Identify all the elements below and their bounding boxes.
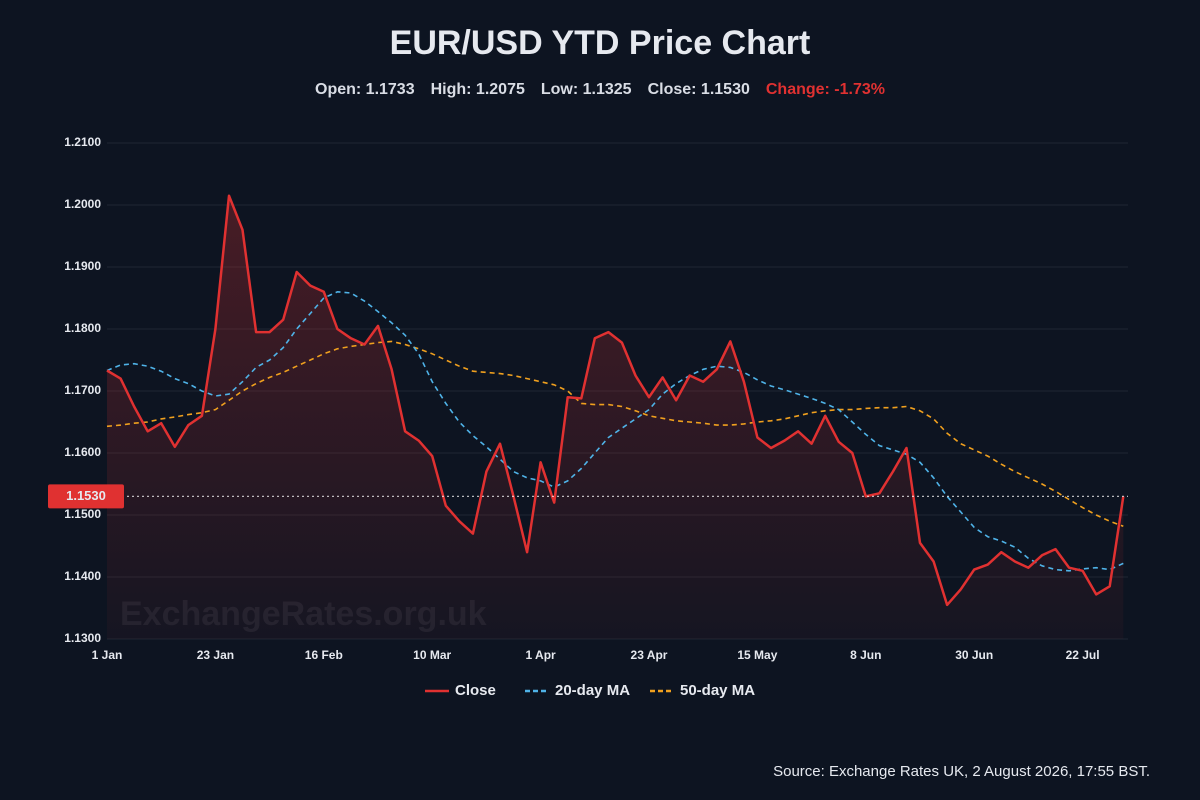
- legend-label: Close: [455, 682, 496, 699]
- last-price-box: [48, 484, 124, 509]
- stat: Close: 1.1530: [648, 81, 750, 98]
- source: Source: Exchange Rates UK, 2 August 2026…: [773, 763, 1150, 780]
- x-tick-label: 23 Jan: [197, 648, 234, 662]
- stats: Open: 1.1733 High: 1.2075 Low: 1.1325 Close…: [315, 81, 885, 98]
- x-tick-label: 1 Apr: [525, 648, 556, 662]
- y-tick-label: 1.1600: [64, 445, 101, 459]
- x-tick-label: 16 Feb: [305, 648, 343, 662]
- x-tick-label: 15 May: [737, 648, 777, 662]
- legend-label: 20-day MA: [555, 682, 630, 699]
- y-tick-label: 1.1700: [64, 383, 101, 397]
- x-tick-label: 22 Jul: [1066, 648, 1100, 662]
- y-tick-label: 1.2100: [64, 135, 101, 149]
- y-tick-label: 1.2000: [64, 197, 101, 211]
- change: Change: -1.73%: [766, 81, 885, 98]
- x-tick-label: 8 Jun: [850, 648, 881, 662]
- y-tick-label: 1.1500: [64, 507, 101, 521]
- stat: Low: 1.1325: [541, 81, 632, 98]
- x-tick-label: 1 Jan: [92, 648, 123, 662]
- legend-label: 50-day MA: [680, 682, 755, 699]
- chart-title: EUR/USD YTD Price Chart: [390, 24, 811, 62]
- x-tick-label: 30 Jun: [955, 648, 993, 662]
- y-tick-label: 1.1900: [64, 259, 101, 273]
- series-line: [106, 194, 1125, 607]
- y-tick-label: 1.1300: [64, 631, 101, 645]
- stat: Open: 1.1733: [315, 81, 415, 98]
- last-price-label: 1.1530: [66, 488, 106, 503]
- y-tick-label: 1.1400: [64, 569, 101, 583]
- y-tick-label: 1.1800: [64, 321, 101, 335]
- series-line: [106, 291, 1124, 572]
- stat: High: 1.2075: [431, 81, 525, 98]
- x-tick-label: 23 Apr: [631, 648, 668, 662]
- series-line: [106, 340, 1124, 527]
- x-tick-label: 10 Mar: [413, 648, 451, 662]
- area: [107, 195, 1124, 639]
